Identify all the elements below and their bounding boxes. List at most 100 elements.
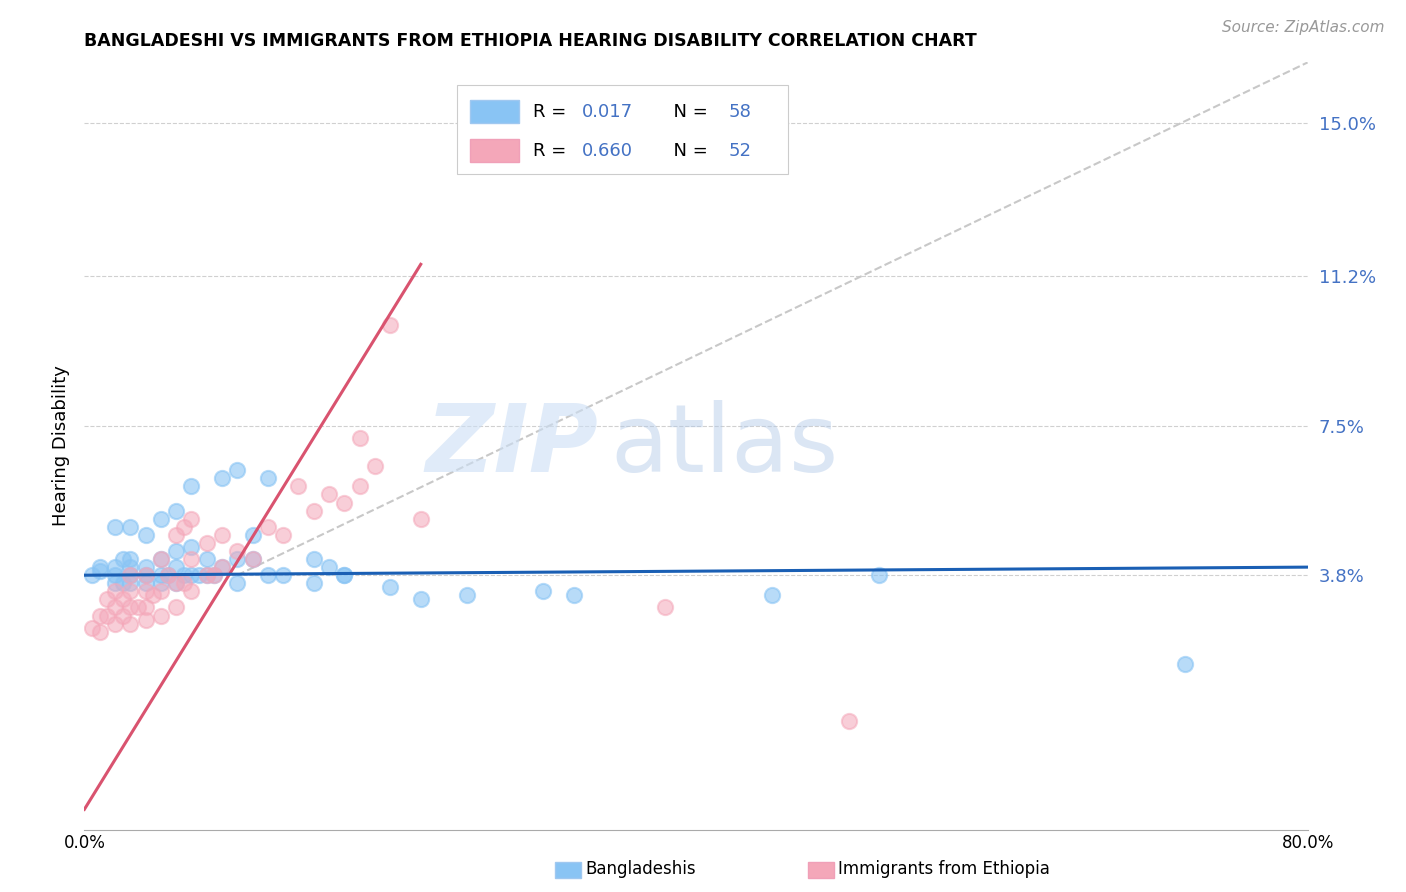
Point [89, 608, 111, 623]
Point [149, 511, 172, 525]
Point [104, 560, 127, 574]
Point [135, 568, 157, 582]
Point [80, 621, 103, 635]
Point [149, 584, 172, 599]
Point [89, 564, 111, 578]
Point [89, 624, 111, 639]
Point [142, 588, 165, 602]
Point [333, 568, 356, 582]
Point [135, 560, 157, 574]
Point [380, 580, 402, 594]
Point [226, 463, 249, 477]
FancyBboxPatch shape [457, 86, 787, 174]
Point [149, 552, 172, 566]
Point [120, 584, 142, 599]
Point [195, 568, 218, 582]
Point [211, 560, 233, 574]
Text: BANGLADESHI VS IMMIGRANTS FROM ETHIOPIA HEARING DISABILITY CORRELATION CHART: BANGLADESHI VS IMMIGRANTS FROM ETHIOPIA … [84, 32, 977, 50]
Point [654, 600, 676, 615]
Point [165, 528, 187, 542]
Point [120, 552, 142, 566]
Point [104, 584, 127, 599]
Point [120, 560, 142, 574]
Point [226, 576, 249, 591]
Point [135, 584, 157, 599]
Point [89, 560, 111, 574]
Point [180, 540, 202, 554]
Point [157, 568, 180, 582]
FancyBboxPatch shape [470, 139, 519, 162]
Point [302, 552, 325, 566]
Point [302, 503, 325, 517]
Point [120, 568, 142, 582]
Text: N =: N = [662, 103, 713, 120]
Point [111, 592, 134, 607]
Point [562, 588, 585, 602]
Point [242, 528, 264, 542]
Point [195, 568, 218, 582]
Point [111, 608, 134, 623]
Point [242, 552, 264, 566]
Point [531, 584, 554, 599]
Point [96, 608, 118, 623]
Point [302, 576, 325, 591]
Point [104, 568, 127, 582]
Point [211, 528, 233, 542]
Point [202, 568, 225, 582]
Point [226, 544, 249, 558]
Point [120, 568, 142, 582]
Point [165, 576, 187, 591]
Text: N =: N = [662, 142, 713, 160]
Point [135, 613, 157, 627]
FancyBboxPatch shape [470, 100, 519, 123]
Point [761, 588, 783, 602]
Point [104, 616, 127, 631]
Point [271, 568, 294, 582]
Point [149, 552, 172, 566]
Point [173, 576, 195, 591]
Point [120, 600, 142, 615]
Point [869, 568, 891, 582]
Point [135, 600, 157, 615]
Point [104, 520, 127, 534]
Point [165, 560, 187, 574]
Point [211, 560, 233, 574]
Point [287, 479, 309, 493]
Text: R =: R = [533, 142, 572, 160]
Text: 0.017: 0.017 [582, 103, 633, 120]
Point [226, 552, 249, 566]
Point [180, 568, 202, 582]
Point [149, 608, 172, 623]
Point [349, 479, 371, 493]
Text: Immigrants from Ethiopia: Immigrants from Ethiopia [838, 860, 1050, 878]
Point [165, 544, 187, 558]
Point [318, 487, 340, 501]
Text: Source: ZipAtlas.com: Source: ZipAtlas.com [1222, 20, 1385, 35]
Point [120, 616, 142, 631]
Text: R =: R = [533, 103, 572, 120]
Text: 58: 58 [728, 103, 752, 120]
Point [165, 600, 187, 615]
Text: 52: 52 [728, 142, 752, 160]
Point [180, 479, 202, 493]
Point [211, 471, 233, 485]
Point [135, 528, 157, 542]
Point [180, 552, 202, 566]
Point [195, 536, 218, 550]
Point [380, 318, 402, 332]
Point [242, 552, 264, 566]
Point [173, 520, 195, 534]
Point [318, 560, 340, 574]
Point [120, 520, 142, 534]
Point [104, 576, 127, 591]
Point [149, 576, 172, 591]
Point [195, 552, 218, 566]
Point [180, 511, 202, 525]
Point [456, 588, 478, 602]
Point [349, 431, 371, 445]
Point [838, 714, 860, 728]
Point [149, 568, 172, 582]
Point [135, 576, 157, 591]
Point [135, 568, 157, 582]
Point [165, 503, 187, 517]
